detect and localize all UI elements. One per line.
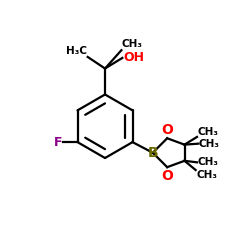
Text: CH₃: CH₃	[198, 126, 218, 136]
Text: CH₃: CH₃	[196, 170, 217, 180]
Text: OH: OH	[123, 52, 144, 64]
Text: B: B	[148, 146, 158, 160]
Text: O: O	[162, 123, 173, 137]
Text: CH₃: CH₃	[122, 39, 143, 49]
Text: CH₃: CH₃	[198, 157, 218, 167]
Text: O: O	[162, 169, 173, 183]
Text: H₃C: H₃C	[66, 46, 87, 56]
Text: CH₃: CH₃	[199, 139, 220, 149]
Text: F: F	[54, 136, 62, 149]
